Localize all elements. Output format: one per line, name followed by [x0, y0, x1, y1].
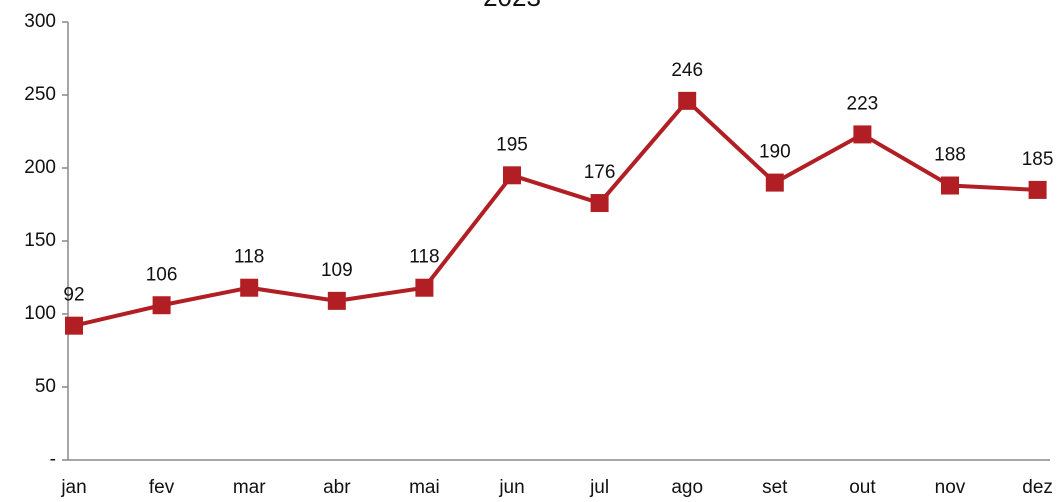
x-tick-label: jul	[589, 477, 609, 498]
y-tick-label: 100	[24, 303, 56, 324]
data-label: 195	[496, 134, 528, 155]
data-label: 185	[1022, 149, 1054, 170]
marker	[678, 91, 697, 110]
marker	[941, 176, 959, 195]
x-tick-label: out	[849, 477, 876, 498]
x-tick-label: jun	[498, 477, 524, 498]
data-label: 118	[409, 247, 439, 268]
x-tick-label: fev	[149, 477, 175, 498]
data-label: 190	[759, 142, 791, 163]
line	[73, 98, 1038, 328]
y-tick-label: 150	[24, 230, 56, 251]
x-tick-label: jan	[60, 477, 86, 498]
marker	[765, 173, 784, 192]
marker	[1028, 180, 1047, 199]
x-tick-label: nov	[935, 477, 966, 498]
x-tick-label: dez	[1022, 477, 1053, 498]
x-tick-label: mai	[409, 477, 440, 498]
x-tick-label: abr	[323, 477, 351, 498]
x-tick-label: set	[762, 477, 788, 498]
marker	[415, 278, 434, 297]
data-label: 118	[234, 247, 264, 268]
chart-title: 2023	[483, 0, 541, 12]
data-label: 246	[671, 60, 703, 81]
marker	[327, 291, 346, 310]
marker	[65, 316, 83, 335]
x-tick-label: ago	[671, 477, 703, 498]
y-tick-label: -	[50, 449, 56, 470]
x-tick-label: mar	[233, 477, 266, 498]
data-label: 223	[847, 93, 879, 114]
data-label: 106	[146, 264, 178, 285]
marker	[240, 278, 259, 297]
marker	[590, 194, 609, 213]
y-tick-label: 250	[24, 84, 56, 105]
data-label: 188	[934, 145, 966, 166]
data-label: 176	[584, 162, 616, 183]
marker	[152, 296, 171, 315]
data-label: 92	[63, 285, 84, 306]
y-tick-label: 300	[24, 11, 56, 32]
marker	[853, 125, 872, 144]
y-tick-label: 50	[35, 376, 56, 397]
marker	[503, 166, 521, 185]
data-label: 109	[321, 260, 353, 281]
y-tick-label: 200	[24, 157, 56, 178]
